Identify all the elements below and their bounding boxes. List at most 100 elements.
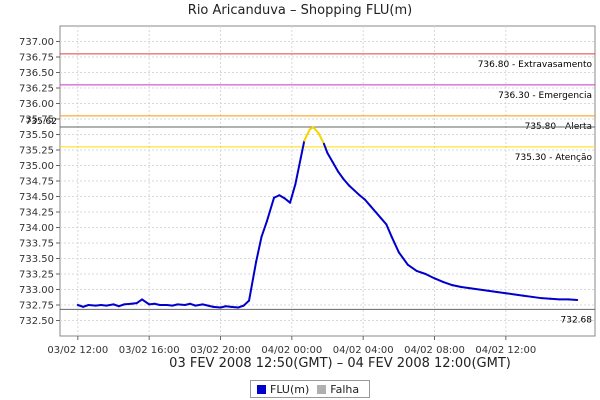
series-segment <box>451 284 463 289</box>
series-segment <box>141 298 151 306</box>
legend: FLU(m) Falha <box>250 380 371 398</box>
series-segment <box>358 194 366 201</box>
series-segment <box>342 178 350 187</box>
legend-swatch-falha <box>317 384 327 394</box>
series-segment <box>87 304 97 307</box>
series-flu <box>76 126 579 309</box>
series-segment <box>289 183 297 204</box>
y-tick-label: 732.50 <box>19 316 54 327</box>
series-segment <box>123 302 133 306</box>
series-segment <box>469 287 481 291</box>
chart-title: Rio Aricanduva – Shopping FLU(m) <box>187 3 413 18</box>
series-segment <box>567 298 579 302</box>
series-segment <box>363 198 372 207</box>
series-segment <box>549 297 561 301</box>
series-segment <box>212 305 222 309</box>
series-segment <box>299 139 306 160</box>
x-axis-label: 03 FEV 2008 12:50(GMT) – 04 FEV 2008 12:… <box>169 356 511 371</box>
series-segment <box>433 277 445 284</box>
y-tick-label: 736.50 <box>19 68 54 79</box>
x-axis: 03/02 12:00 03/02 16:00 03/02 20:00 04/02 0… <box>47 336 536 356</box>
x-tick-label: 04/02 00:00 <box>261 345 322 356</box>
reference-line-label: 736.80 - Extravasamento <box>478 60 593 70</box>
series-segment <box>278 194 286 200</box>
series-segment <box>230 305 240 309</box>
series-segment <box>255 235 263 263</box>
series-segment <box>531 295 543 300</box>
x-tick-label: 04/02 12:00 <box>475 345 536 356</box>
x-tick-label: 03/02 20:00 <box>190 345 251 356</box>
series-segment <box>322 142 329 155</box>
legend-label-flu: FLU(m) <box>270 382 310 396</box>
y-tick-label: 733.50 <box>19 254 54 265</box>
series-segment <box>248 260 258 302</box>
series-segment <box>513 293 525 297</box>
series-segment <box>265 196 275 223</box>
series-segment <box>478 288 489 292</box>
x-tick-label: 04/02 08:00 <box>404 345 465 356</box>
series-segment <box>326 152 334 164</box>
series-segment <box>504 292 516 296</box>
y-axis: 732.50 732.75 733.00 733.25 733.50 733.75 734.… <box>19 37 60 327</box>
y-tick-label: 735.00 <box>19 161 54 172</box>
x-tick-label: 03/02 12:00 <box>47 345 108 356</box>
series-segment <box>337 170 345 181</box>
legend-swatch-flu <box>257 384 266 394</box>
series-segment <box>442 281 454 287</box>
series-segment <box>312 126 320 135</box>
y-tick-label: 737.00 <box>19 37 54 48</box>
series-segment <box>540 297 552 300</box>
legend-item-flu: FLU(m) <box>255 383 309 396</box>
legend-label-falha: Falha <box>330 382 360 396</box>
series-segment <box>380 217 388 226</box>
x-tick-label: 04/02 04:00 <box>333 345 394 356</box>
series-segment <box>260 220 268 238</box>
series-segment <box>347 184 356 192</box>
y-tick-label: 734.75 <box>19 177 54 188</box>
series-segment <box>406 263 418 272</box>
y-tick-label: 733.00 <box>19 285 54 296</box>
y-tick-label: 735.50 <box>19 130 54 141</box>
series-segment <box>424 273 436 280</box>
y-tick-label: 734.25 <box>19 208 54 219</box>
series-segment <box>495 290 507 295</box>
series-segment <box>390 235 400 254</box>
legend-item-falha: Falha <box>315 383 359 396</box>
series-segment <box>283 197 292 204</box>
series-segment <box>397 251 409 266</box>
series-segment <box>415 269 427 275</box>
series-segment <box>303 128 311 142</box>
max-value-label: 735.62 <box>26 117 58 127</box>
y-tick-label: 736.75 <box>19 53 54 64</box>
grid-lines <box>60 26 595 336</box>
series-segment <box>194 303 204 307</box>
reference-lines: 736.80 - Extravasamento 736.30 - Emergenc… <box>26 53 595 325</box>
reference-line-label: 735.30 - Atenção <box>515 153 593 163</box>
series-segment <box>522 294 534 298</box>
series-segment <box>385 223 393 238</box>
series-segment <box>353 189 361 197</box>
series-segment <box>317 132 325 145</box>
y-tick-label: 734.50 <box>19 192 54 203</box>
series-segment <box>374 211 382 220</box>
series-segment <box>487 289 498 293</box>
min-value-label: 732.68 <box>561 315 593 325</box>
series-segment <box>105 303 115 307</box>
series-segment <box>135 298 144 305</box>
y-tick-label: 734.00 <box>19 223 54 234</box>
series-segment <box>369 204 377 213</box>
y-tick-label: 735.75 <box>19 115 54 126</box>
y-tick-label: 733.75 <box>19 239 54 250</box>
reference-line-label: 736.30 - Emergencia <box>498 91 592 101</box>
series-segment <box>460 286 472 290</box>
series-segment <box>242 299 251 307</box>
y-tick-label: 736.25 <box>19 84 54 95</box>
y-tick-label: 735.25 <box>19 146 54 157</box>
y-tick-label: 736.00 <box>19 99 54 110</box>
series-segment <box>331 161 340 173</box>
series-segment <box>294 157 302 186</box>
y-tick-label: 732.75 <box>19 301 54 312</box>
y-tick-label: 733.25 <box>19 270 54 281</box>
x-tick-label: 03/02 16:00 <box>119 345 180 356</box>
